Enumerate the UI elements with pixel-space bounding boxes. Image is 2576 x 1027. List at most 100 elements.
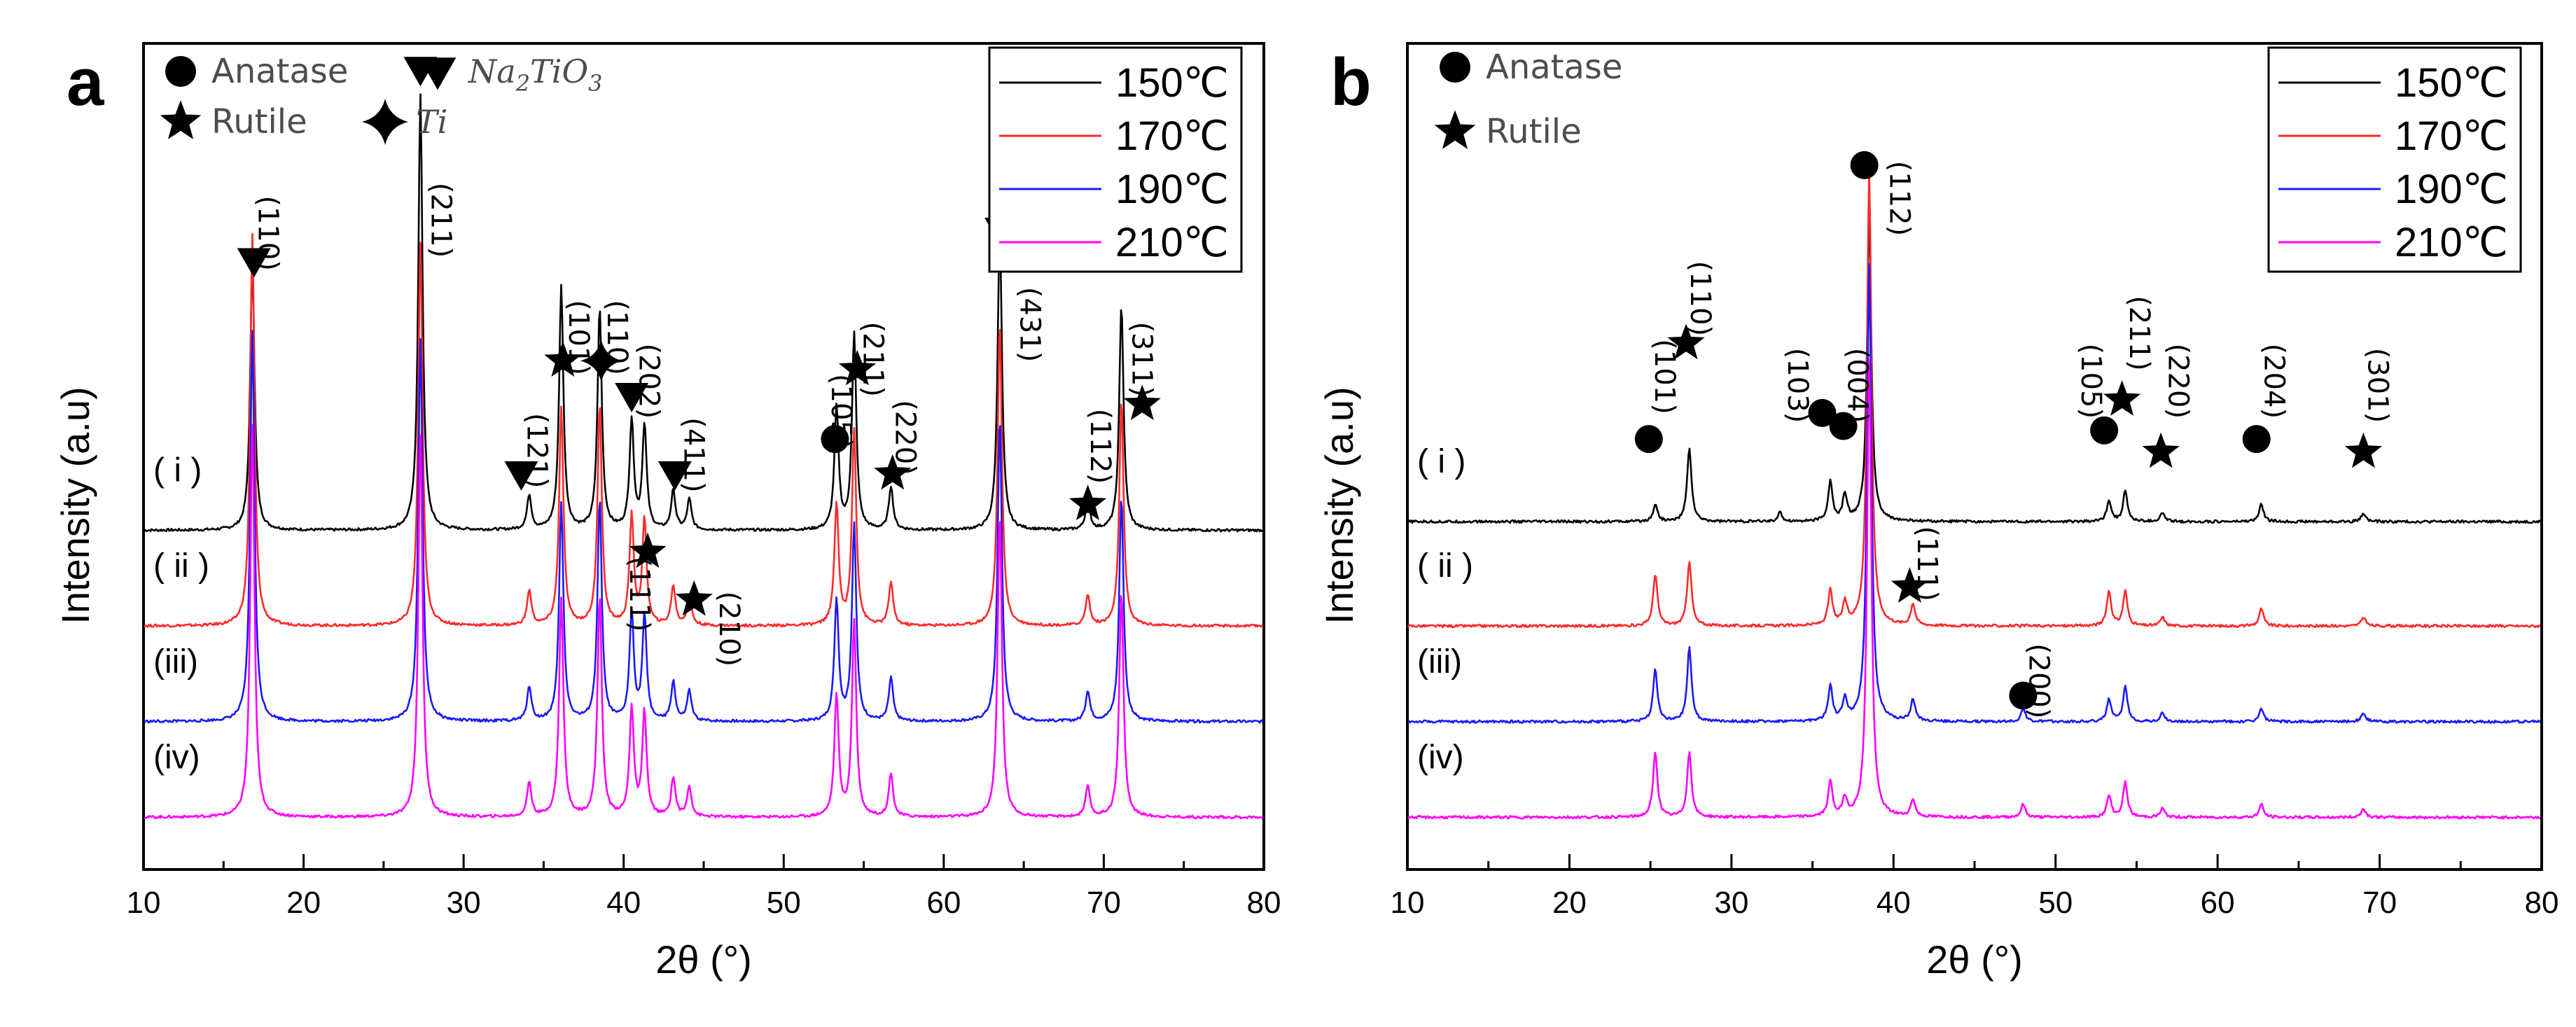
x-tick-label: 40 <box>606 886 641 920</box>
peak-label: (411) <box>678 417 710 493</box>
legend-entry: 170℃ <box>2395 113 2508 159</box>
anatase-marker <box>1634 425 1663 454</box>
legend-box <box>988 46 1243 273</box>
peak-label: (301) <box>2361 348 2393 424</box>
x-tick-label: 10 <box>1391 886 1425 920</box>
panel-letter: a <box>67 45 104 120</box>
anatase-marker <box>1850 151 1879 179</box>
na2tio3-marker <box>237 248 271 278</box>
rutile-marker <box>1068 484 1107 520</box>
anatase-marker <box>1808 398 1837 427</box>
xrd-trace <box>1407 263 2541 724</box>
phase-key-post: TiO <box>530 53 588 90</box>
xrd-trace <box>1407 169 2541 629</box>
na2tio3-marker <box>419 57 457 90</box>
rutile-marker <box>838 349 877 386</box>
phase-key-name: Na <box>468 53 516 90</box>
anatase-marker <box>2090 416 2119 445</box>
sample-label: (iv) <box>153 739 200 776</box>
phase-key-label: Anatase <box>211 52 348 91</box>
x-tick-label: 20 <box>1552 886 1587 920</box>
xrd-trace <box>144 330 1264 724</box>
xrd-trace <box>144 93 1263 533</box>
anatase-marker <box>2009 681 2038 710</box>
x-tick-label: 10 <box>127 886 161 920</box>
peak-label: (110) <box>601 300 633 375</box>
anatase-marker <box>821 425 849 454</box>
phase-key-name: Ti <box>416 103 447 141</box>
peak-label: (111) <box>623 557 655 632</box>
phase-key-name: Rutile <box>1486 112 1582 151</box>
y-axis-title: Intensity (a.u) <box>1317 386 1361 624</box>
peak-label: (112) <box>1884 161 1916 237</box>
x-tick-label: 30 <box>1714 886 1748 920</box>
rutile-marker <box>1891 567 1929 603</box>
peak-label: (103) <box>1781 348 1813 424</box>
panel-b-chart: 10 20 30 40 50 60 70 80 2θ (°) Intensity (a.u) b ( … <box>1317 42 2558 981</box>
trace-group <box>1407 169 2542 820</box>
x-tick-label: 20 <box>286 886 321 920</box>
peak-label: (105) <box>2075 344 2107 419</box>
peak-label: (220) <box>889 400 921 475</box>
x-tick-label: 40 <box>1877 886 1911 920</box>
sample-label: (iii) <box>153 643 198 680</box>
anatase-marker <box>1440 52 1470 83</box>
x-tick-label: 50 <box>2038 886 2073 920</box>
rutile-marker <box>629 532 667 568</box>
sample-label: (iv) <box>1417 739 1464 776</box>
rutile-marker <box>1434 110 1476 149</box>
rutile-marker <box>2103 380 2141 416</box>
sample-label: ( ii ) <box>1417 547 1473 585</box>
phase-key-label: Rutile <box>211 102 307 141</box>
x-axis-title: 2θ (°) <box>1926 937 2023 981</box>
x-tick-label: 70 <box>1087 886 1121 920</box>
peak-label: (110) <box>1684 261 1716 337</box>
peak-label: (110) <box>252 195 284 271</box>
legend-entry: 190℃ <box>2395 167 2508 212</box>
peak-label: (101) <box>1648 339 1680 414</box>
x-tick-label: 60 <box>926 886 961 920</box>
rutile-marker <box>1123 384 1161 421</box>
rutile-marker <box>2344 432 2383 468</box>
x-tick-label: 30 <box>447 886 481 920</box>
peak-label: (202) <box>633 344 665 419</box>
peak-label: (211) <box>424 183 457 258</box>
rutile-marker <box>160 100 202 139</box>
legend-entry: 170℃ <box>1115 113 1229 159</box>
phase-key-label: Na2TiO3 <box>468 53 603 97</box>
peak-label: (004) <box>1841 348 1873 424</box>
rutile-marker <box>675 580 713 616</box>
rutile-marker <box>2142 432 2180 468</box>
peak-label: (105) <box>825 374 857 449</box>
panel-letter: b <box>1330 45 1372 120</box>
legend-entry: 210℃ <box>2395 220 2508 265</box>
x-tick-label: 80 <box>1247 886 1281 920</box>
legend-entry: 210℃ <box>1115 220 1229 265</box>
na2tio3-marker <box>504 461 538 491</box>
peak-label: (211) <box>857 321 889 397</box>
rutile-marker <box>544 341 582 377</box>
legend-entry: 150℃ <box>2395 60 2508 106</box>
trace-group <box>144 93 1264 820</box>
peak-label: (200) <box>2023 643 2055 719</box>
ti-marker <box>362 99 408 145</box>
phase-key-name: Anatase <box>211 52 348 91</box>
peak-label: (311) <box>1126 321 1158 397</box>
xrd-trace <box>144 232 1264 628</box>
phase-key-sub: 3 <box>588 70 602 97</box>
sample-label: ( i ) <box>1417 443 1465 480</box>
y-axis-title: Intensity (a.u) <box>53 386 97 624</box>
na2tio3-marker <box>657 461 692 491</box>
peak-label: (121) <box>521 413 553 489</box>
rutile-marker <box>874 454 912 490</box>
ti-marker <box>580 340 622 382</box>
legend-entry: 190℃ <box>1115 167 1229 212</box>
peak-label: (220) <box>2162 344 2194 419</box>
x-tick-label: 70 <box>2362 886 2397 920</box>
xrd-trace <box>1407 216 2542 524</box>
xrd-trace <box>1407 359 2541 820</box>
legend-entry: 150℃ <box>1115 60 1229 106</box>
anatase-marker <box>2242 425 2271 454</box>
phase-key-sub: 2 <box>515 70 530 97</box>
peak-label: (111) <box>1911 526 1943 601</box>
